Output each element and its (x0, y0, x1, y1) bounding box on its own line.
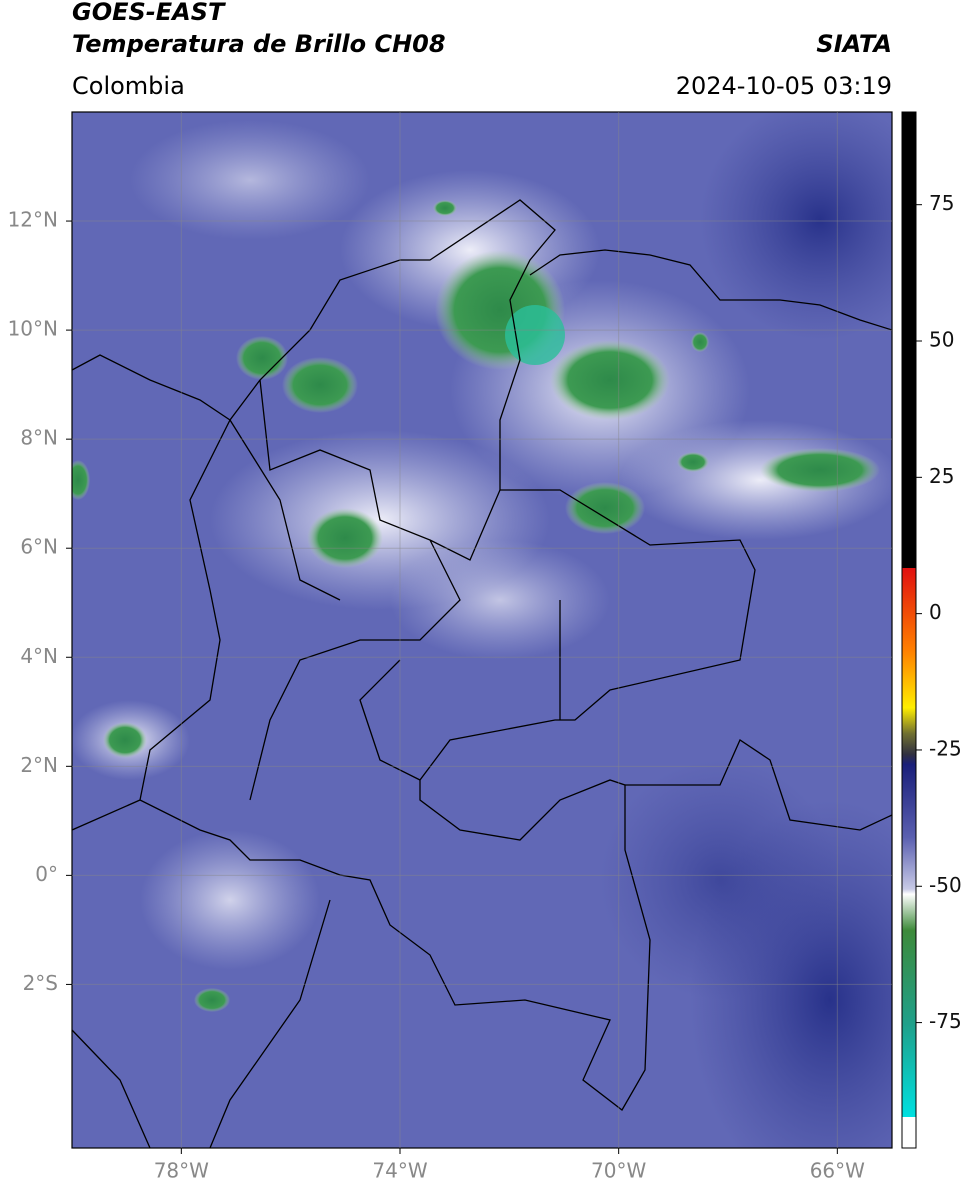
colorbar-tick-label: -75 (929, 1009, 962, 1033)
colorbar-tick-label: -50 (929, 873, 962, 897)
colorbar (901, 111, 917, 1149)
colorbar-tick-label: -25 (929, 736, 962, 760)
satellite-image (72, 112, 892, 1148)
colorbar-tick-label: 50 (929, 328, 954, 352)
y-tick-label: 0° (35, 862, 58, 886)
x-tick-label: 66°W (810, 1159, 865, 1183)
title: GOES-EAST (72, 0, 226, 26)
datetime: 2024-10-05 03:19 (676, 72, 892, 100)
subtitle: Temperatura de Brillo CH08 (72, 30, 446, 58)
y-tick-label: 10°N (8, 317, 58, 341)
x-tick-label: 78°W (154, 1159, 209, 1183)
colorbar-tick-label: 25 (929, 464, 954, 488)
y-tick-label: 4°N (20, 644, 58, 668)
x-tick-label: 70°W (591, 1159, 646, 1183)
y-tick-label: 2°S (23, 971, 58, 995)
y-tick-label: 6°N (20, 535, 58, 559)
y-tick-label: 2°N (20, 753, 58, 777)
source: SIATA (816, 30, 892, 58)
y-tick-label: 8°N (20, 426, 58, 450)
colorbar-tick-label: 75 (929, 191, 954, 215)
colorbar-tick-label: 0 (929, 600, 942, 624)
map-frame (71, 111, 893, 1149)
y-tick-label: 12°N (8, 208, 58, 232)
region: Colombia (72, 72, 185, 100)
x-tick-label: 74°W (372, 1159, 427, 1183)
